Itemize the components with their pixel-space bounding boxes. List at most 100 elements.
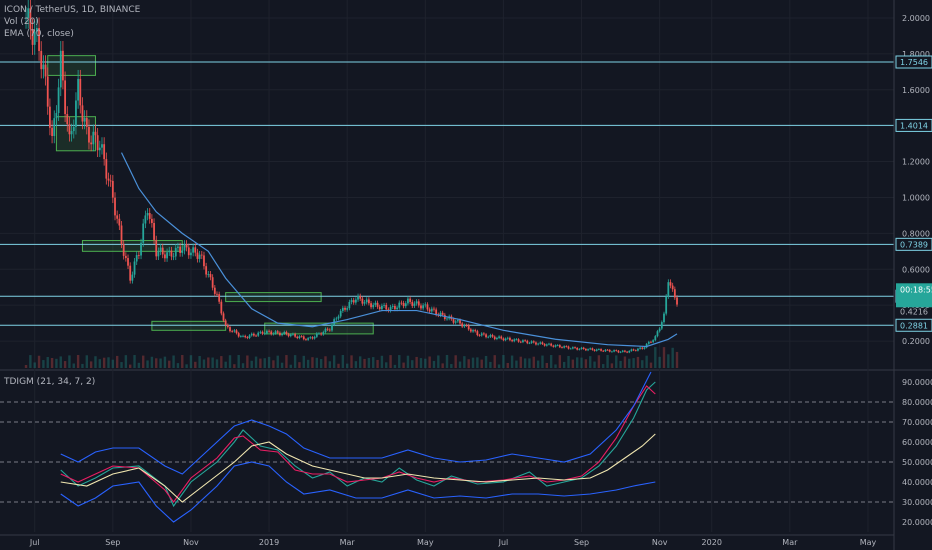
- volume-bar: [602, 364, 605, 368]
- oscillator-series-line: [60, 433, 656, 503]
- candle-body: [315, 333, 318, 337]
- candle-body: [309, 337, 312, 339]
- volume-bar: [315, 357, 319, 368]
- volume-bar: [471, 357, 475, 368]
- candle-body: [244, 335, 247, 338]
- candle-body: [413, 303, 416, 306]
- candle-body: [111, 180, 114, 198]
- candle-body: [396, 307, 398, 310]
- candle-body: [183, 244, 186, 251]
- volume-bar: [133, 355, 136, 368]
- candle-body: [122, 244, 125, 256]
- candle-body: [571, 347, 574, 349]
- volume-bar: [341, 355, 345, 368]
- volume-bar: [37, 355, 41, 368]
- candle-body: [626, 351, 629, 353]
- volume-bar: [311, 357, 314, 368]
- candle-body: [621, 350, 624, 352]
- oscillator-tick-label: 50.0000: [902, 458, 932, 467]
- candle-body: [133, 261, 136, 275]
- volume-indicator-label[interactable]: Vol (20): [4, 17, 39, 27]
- symbol-title[interactable]: ICON / TetherUS, 1D, BINANCE: [4, 5, 141, 15]
- oscillator-pane[interactable]: [0, 371, 894, 523]
- volume-bar: [411, 360, 414, 368]
- volume-bar: [619, 360, 622, 368]
- volume-bar: [497, 364, 501, 368]
- candle-body: [164, 254, 166, 259]
- time-tick-label: Mar: [340, 538, 356, 547]
- volume-bar: [163, 356, 167, 368]
- candle-body: [517, 339, 520, 342]
- time-axis[interactable]: Jul Sep Nov 2019 Mar May Jul Sep Nov 2020 Mar May: [29, 538, 877, 547]
- volume-bar: [124, 355, 128, 368]
- oscillator-tick-label: 40.0000: [902, 478, 932, 487]
- volume-bar: [385, 362, 388, 368]
- candle-body: [242, 335, 244, 337]
- price-pane[interactable]: [0, 0, 894, 368]
- candle-body: [190, 252, 192, 256]
- volume-bar: [102, 357, 106, 368]
- volume-bar: [89, 361, 93, 368]
- tdigm-indicator-label[interactable]: TDIGM (21, 34, 7, 2): [4, 377, 96, 387]
- support-resistance-zone: [47, 55, 96, 76]
- oscillator-series-line: [60, 461, 656, 523]
- candle-body: [656, 331, 659, 337]
- candle-body: [75, 100, 77, 127]
- volume-bar: [376, 359, 379, 368]
- candle-body: [118, 218, 121, 226]
- candle-body: [652, 340, 655, 343]
- volume-bar: [658, 356, 661, 368]
- candle-body: [235, 330, 238, 334]
- volume-bar: [337, 363, 340, 368]
- current-price-label: 0.4216: [900, 307, 928, 316]
- oscillator-series-line: [60, 371, 652, 475]
- volume-bar: [575, 357, 579, 368]
- candle-body: [344, 307, 346, 310]
- candle-body: [255, 335, 257, 337]
- candle-body: [187, 247, 190, 256]
- candle-body: [248, 335, 251, 338]
- candle-body: [185, 244, 188, 248]
- candle-body: [587, 349, 589, 351]
- candle-body: [328, 329, 331, 331]
- volume-bar: [63, 361, 67, 368]
- candle-body: [272, 333, 275, 335]
- candle-body: [372, 304, 375, 308]
- candle-body: [665, 296, 668, 314]
- volume-bar: [332, 355, 336, 368]
- candle-body: [654, 336, 657, 341]
- candle-body: [545, 344, 548, 346]
- candle-body: [394, 305, 396, 310]
- level-badge-value: 0.2881: [900, 321, 928, 330]
- volume-bar: [654, 347, 657, 368]
- volume-bar: [671, 347, 674, 368]
- ema-indicator-label[interactable]: EMA (70, close): [4, 29, 74, 39]
- candle-body: [513, 339, 516, 342]
- candle-body: [506, 337, 509, 339]
- candle-body: [407, 298, 409, 304]
- candle-body: [213, 287, 216, 294]
- candle-body: [250, 333, 253, 336]
- candle-body: [478, 335, 481, 336]
- candle-body: [200, 254, 203, 256]
- current-price-badge: 00:18:55 0.4216: [896, 283, 932, 316]
- volume-bar: [150, 356, 154, 368]
- volume-bar: [298, 362, 301, 368]
- volume-bar: [571, 359, 575, 368]
- candle-body: [218, 294, 221, 302]
- level-badge-box: [895, 318, 932, 332]
- volume-bar: [562, 361, 566, 368]
- candle-body: [619, 351, 622, 353]
- candle-body: [630, 349, 633, 351]
- price-tick-label: 1.2000: [902, 158, 930, 167]
- candle-body: [472, 330, 474, 332]
- volume-bar: [137, 362, 141, 368]
- volume-bar: [450, 364, 453, 368]
- candle-body: [144, 215, 147, 224]
- volume-bar: [523, 358, 527, 368]
- candle-body: [519, 341, 522, 343]
- volume-bar: [289, 364, 292, 368]
- volume-bar: [493, 355, 496, 368]
- price-axis[interactable]: 0.20000.40000.60000.80001.00001.20001.40…: [893, 0, 932, 550]
